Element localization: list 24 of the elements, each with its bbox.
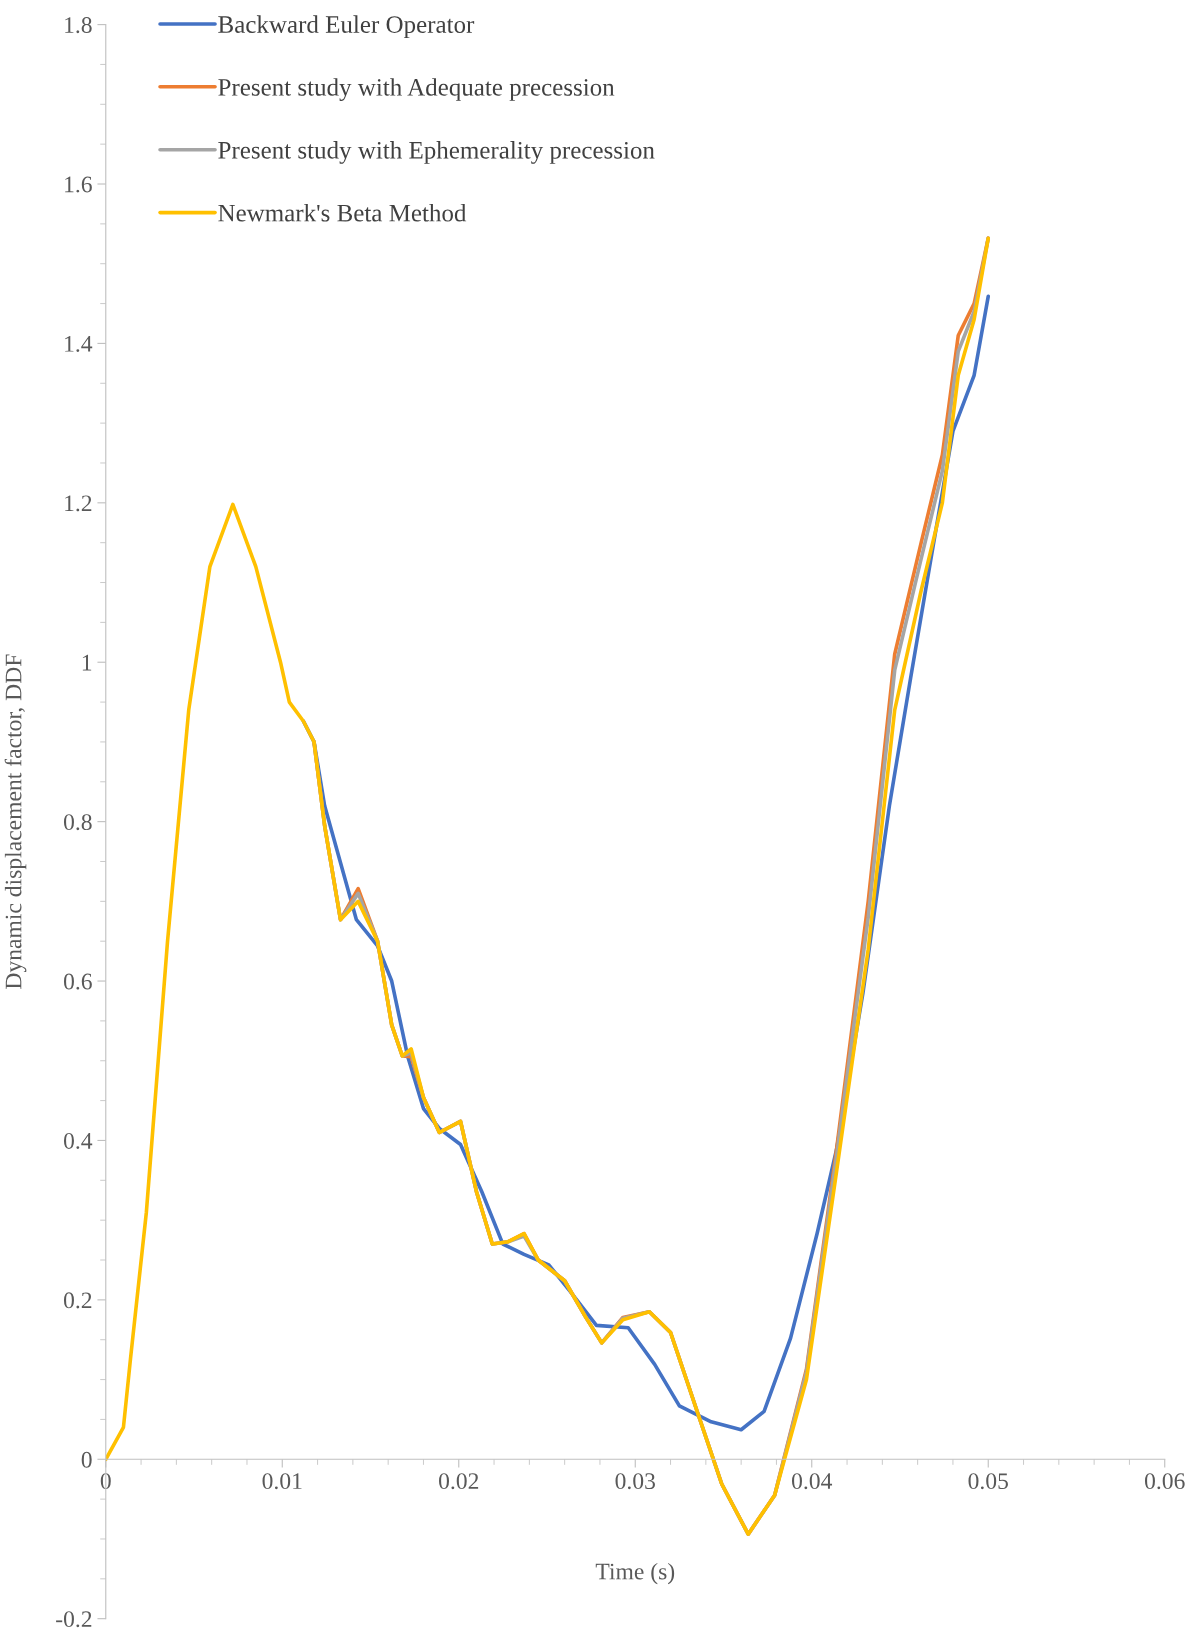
y-tick-label: 0 [81, 1451, 92, 1468]
x-tick-label: 0.02 [439, 1473, 479, 1490]
y-tick-label: 1.8 [65, 17, 92, 34]
y-tick-label: 0.6 [63, 973, 92, 990]
x-tick-label: 0.04 [791, 1473, 833, 1490]
x-tick-label: 0.01 [262, 1473, 302, 1490]
x-tick-label: 0.05 [968, 1473, 1008, 1490]
y-tick-label: -0.2 [56, 1611, 92, 1628]
y-tick-label: 1.6 [65, 176, 92, 193]
y-tick-label: 0.8 [63, 814, 92, 831]
x-axis-title: Time (s) [595, 1562, 675, 1585]
y-axis-title: Dynamic displacement factor, DDF [4, 654, 27, 989]
legend-label: Present study with Adequate precession [218, 78, 615, 101]
y-tick-label: 0.2 [63, 1292, 92, 1309]
y-tick-label: 1.2 [65, 495, 92, 512]
y-tick-label: 1.4 [65, 336, 93, 352]
legend-label: Newmark's Beta Method [218, 203, 467, 222]
y-tick-label: 1 [82, 654, 92, 671]
legend-label: Backward Euler Operator [218, 15, 475, 39]
y-tick-label: 0.4 [63, 1132, 93, 1149]
legend-label: Present study with Ephemerality precession [218, 141, 655, 164]
x-tick-label: 0 [100, 1473, 111, 1490]
x-tick-label: 0.06 [1144, 1473, 1185, 1490]
x-tick-label: 0.03 [615, 1473, 655, 1490]
